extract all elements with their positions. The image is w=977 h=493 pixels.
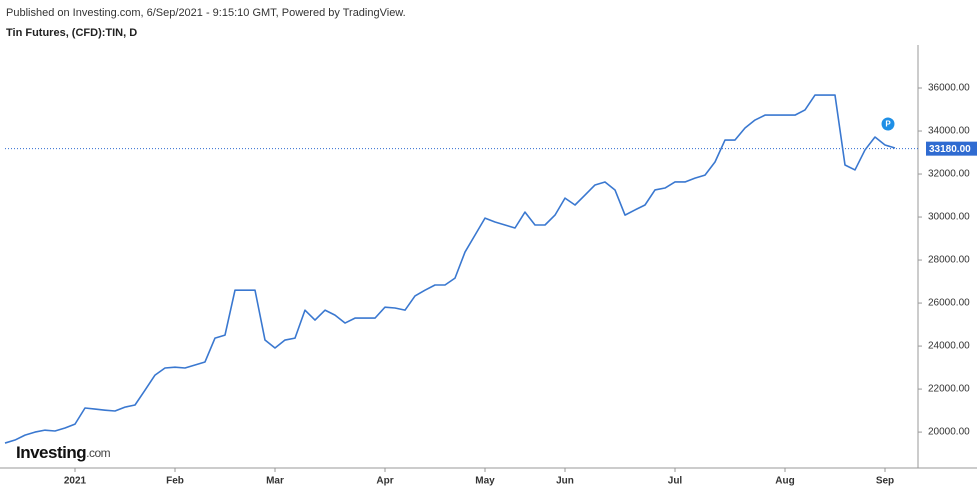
x-tick-label: May <box>475 476 495 487</box>
logo: Investing.com <box>16 443 111 462</box>
y-tick-label: 28000.00 <box>928 255 970 266</box>
line-series <box>4 94 896 444</box>
x-tick-label: 2021 <box>64 476 87 487</box>
x-tick-label: Feb <box>166 476 184 487</box>
y-tick-label: 22000.00 <box>928 384 970 395</box>
y-tick-label: 20000.00 <box>928 427 970 438</box>
x-tick-label: Aug <box>775 476 794 487</box>
x-tick-label: Mar <box>266 476 284 487</box>
x-tick-label: Apr <box>376 476 393 487</box>
chart-title: Tin Futures, (CFD):TIN, D <box>6 27 137 39</box>
x-tick-label: Sep <box>876 476 894 487</box>
last-price-badge <box>926 141 977 156</box>
logo-name: Investing <box>16 443 86 462</box>
y-tick-label: 24000.00 <box>928 341 970 352</box>
y-tick-label: 30000.00 <box>928 212 970 223</box>
y-tick-label: 32000.00 <box>928 169 970 180</box>
last-price-label: 33180.00 <box>929 144 971 155</box>
x-tick-label: Jun <box>556 476 574 487</box>
marker-badge <box>881 117 895 131</box>
y-tick-label: 26000.00 <box>928 298 970 309</box>
header: Published on Investing.com, 6/Sep/2021 -… <box>6 7 406 19</box>
logo-suffix: .com <box>86 446 111 460</box>
marker-label: P <box>885 120 891 129</box>
x-tick-label: Jul <box>668 476 683 487</box>
y-tick-label: 34000.00 <box>928 126 970 137</box>
y-tick-label: 36000.00 <box>928 83 970 94</box>
